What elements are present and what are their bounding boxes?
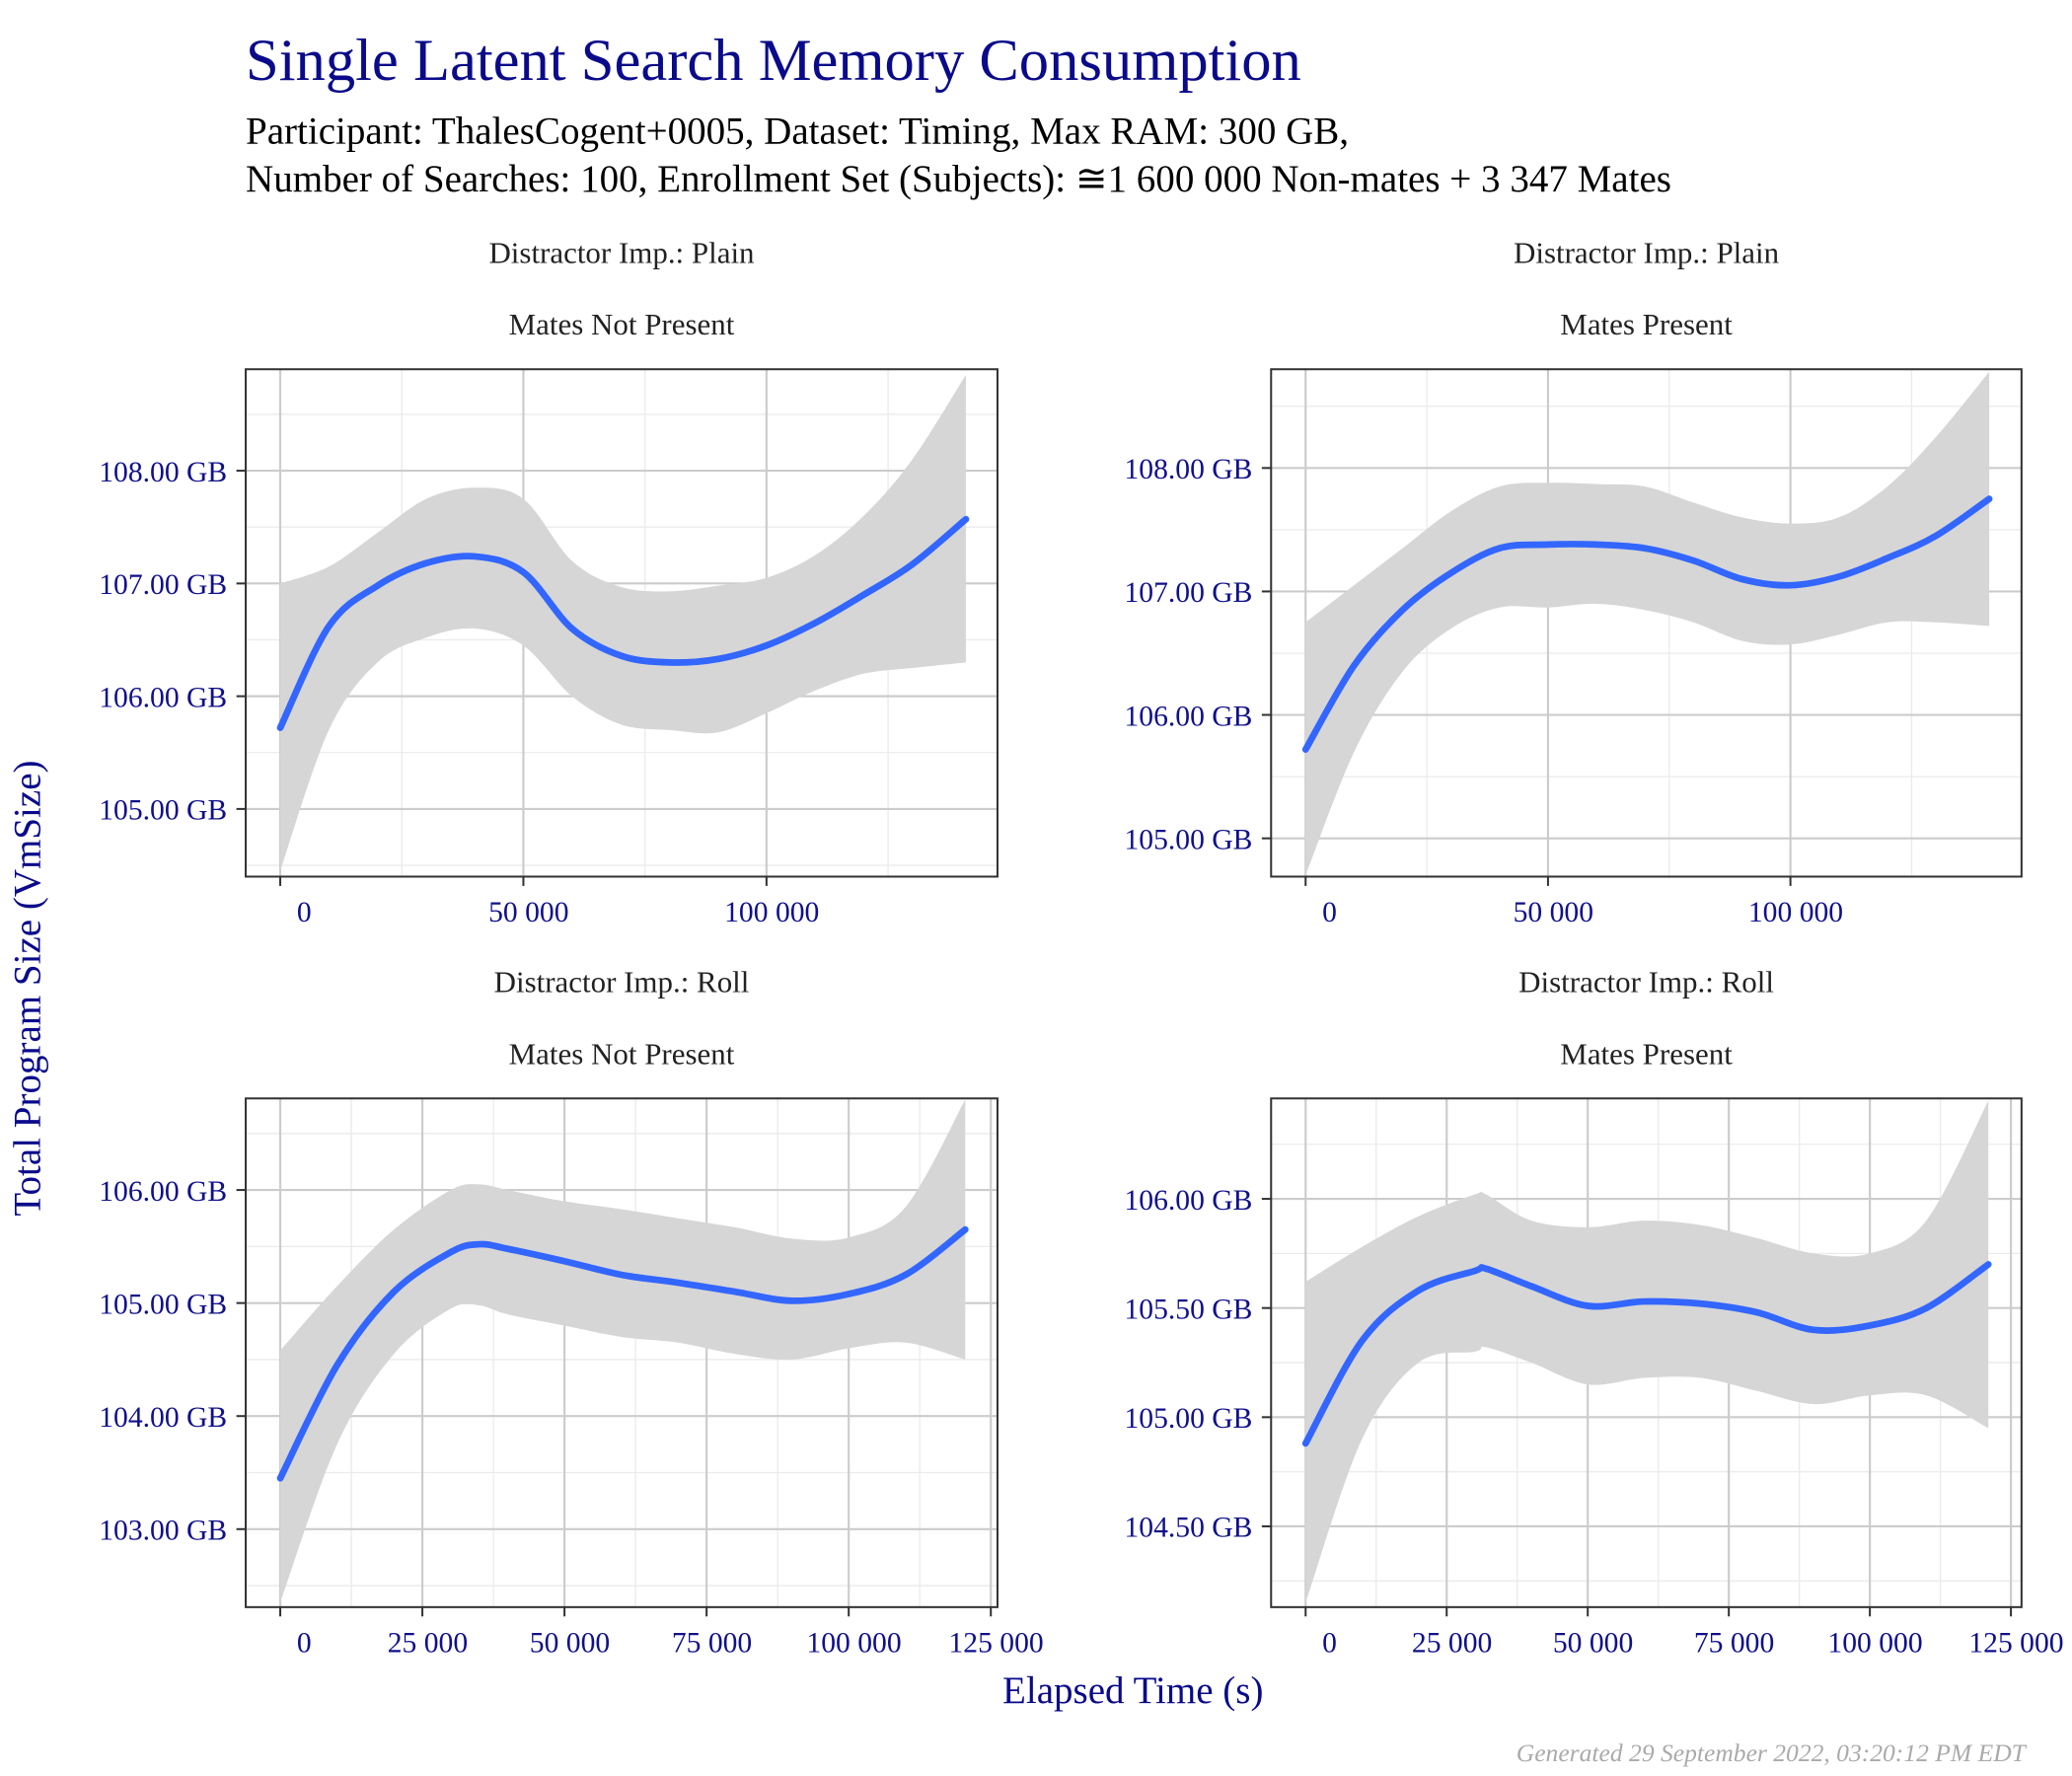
subtitle: Number of Searches: 100, Enrollment Set … (246, 158, 1671, 200)
x-tick-label: 50 000 (1553, 1628, 1633, 1660)
x-tick-label: 0 (297, 1628, 312, 1660)
x-tick-label: 100 000 (1748, 897, 1843, 928)
x-tick-label: 50 000 (488, 897, 568, 928)
x-tick-label: 75 000 (1694, 1628, 1774, 1660)
y-tick-label: 107.00 GB (1124, 577, 1252, 609)
x-tick-label: 0 (1322, 897, 1337, 928)
strip-label: Mates Present (1560, 1036, 1733, 1071)
x-tick-label: 0 (297, 897, 312, 928)
y-tick-label: 106.00 GB (1124, 701, 1252, 732)
strip-label: Distractor Imp.: Roll (1518, 965, 1774, 999)
panel: Distractor Imp.: Roll Mates Not Present 10… (99, 965, 1043, 1660)
confidence-band (280, 374, 966, 871)
smooth-line (1301, 1261, 1992, 1447)
strip-label: Distractor Imp.: Plain (488, 236, 755, 270)
y-tick-label: 106.00 GB (99, 1176, 227, 1208)
footer: Generated 29 September 2022, 03:20:12 PM… (1517, 1739, 2028, 1767)
strip-label: Mates Not Present (509, 1036, 735, 1071)
y-tick-label: 103.00 GB (99, 1516, 227, 1547)
panel-border (245, 368, 999, 878)
x-tick-label: 50 000 (530, 1628, 610, 1660)
y-tick-label: 107.00 GB (99, 569, 227, 601)
confidence-band (1305, 1100, 1989, 1603)
panel: Distractor Imp.: Roll Mates Present 104.50… (1124, 965, 2063, 1660)
y-tick-label: 104.50 GB (1124, 1513, 1252, 1544)
y-tick-label: 105.00 GB (1124, 1403, 1252, 1435)
x-tick-label: 75 000 (672, 1628, 752, 1660)
y-tick-label: 105.00 GB (99, 795, 227, 827)
y-tick-label: 105.00 GB (1124, 824, 1252, 855)
x-tick-label: 50 000 (1514, 897, 1593, 928)
y-axis-title: Total Program Size (VmSize) (6, 760, 48, 1216)
strip-label: Distractor Imp.: Roll (494, 965, 750, 999)
strip-label: Mates Not Present (509, 307, 735, 341)
panel-border (245, 1097, 999, 1608)
y-tick-label: 105.50 GB (1124, 1294, 1252, 1325)
x-tick-label: 25 000 (388, 1628, 468, 1660)
strip-label: Mates Present (1560, 307, 1733, 341)
y-tick-label: 104.00 GB (99, 1402, 227, 1434)
y-tick-label: 108.00 GB (99, 457, 227, 488)
x-tick-label: 100 000 (724, 897, 819, 928)
x-tick-label: 100 000 (1827, 1628, 1922, 1660)
x-tick-label: 125 000 (948, 1628, 1043, 1660)
x-tick-label: 100 000 (806, 1628, 901, 1660)
confidence-band (1305, 371, 1990, 876)
smooth-line (276, 1225, 969, 1482)
y-tick-label: 106.00 GB (99, 682, 227, 713)
x-tick-label: 25 000 (1412, 1628, 1492, 1660)
panel: Distractor Imp.: Plain Mates Not Present 1… (99, 236, 999, 928)
x-axis-title: Elapsed Time (s) (1002, 1669, 1263, 1712)
strip-label: Distractor Imp.: Plain (1514, 236, 1780, 270)
panel-border (1270, 1097, 2023, 1608)
figure-title: Single Latent Search Memory Consumption (246, 28, 1301, 94)
smooth-line (1301, 495, 1993, 753)
x-tick-label: 125 000 (1968, 1628, 2063, 1660)
confidence-band (280, 1099, 966, 1603)
panel-border (1270, 368, 2023, 878)
subtitle: Participant: ThalesCogent+0005, Dataset:… (246, 110, 1349, 152)
y-tick-label: 106.00 GB (1124, 1185, 1252, 1217)
x-tick-label: 0 (1322, 1628, 1337, 1660)
y-tick-label: 108.00 GB (1124, 454, 1252, 485)
panel: Distractor Imp.: Plain Mates Present 105.0… (1124, 236, 2023, 928)
smooth-line (276, 515, 970, 731)
y-tick-label: 105.00 GB (99, 1289, 227, 1320)
